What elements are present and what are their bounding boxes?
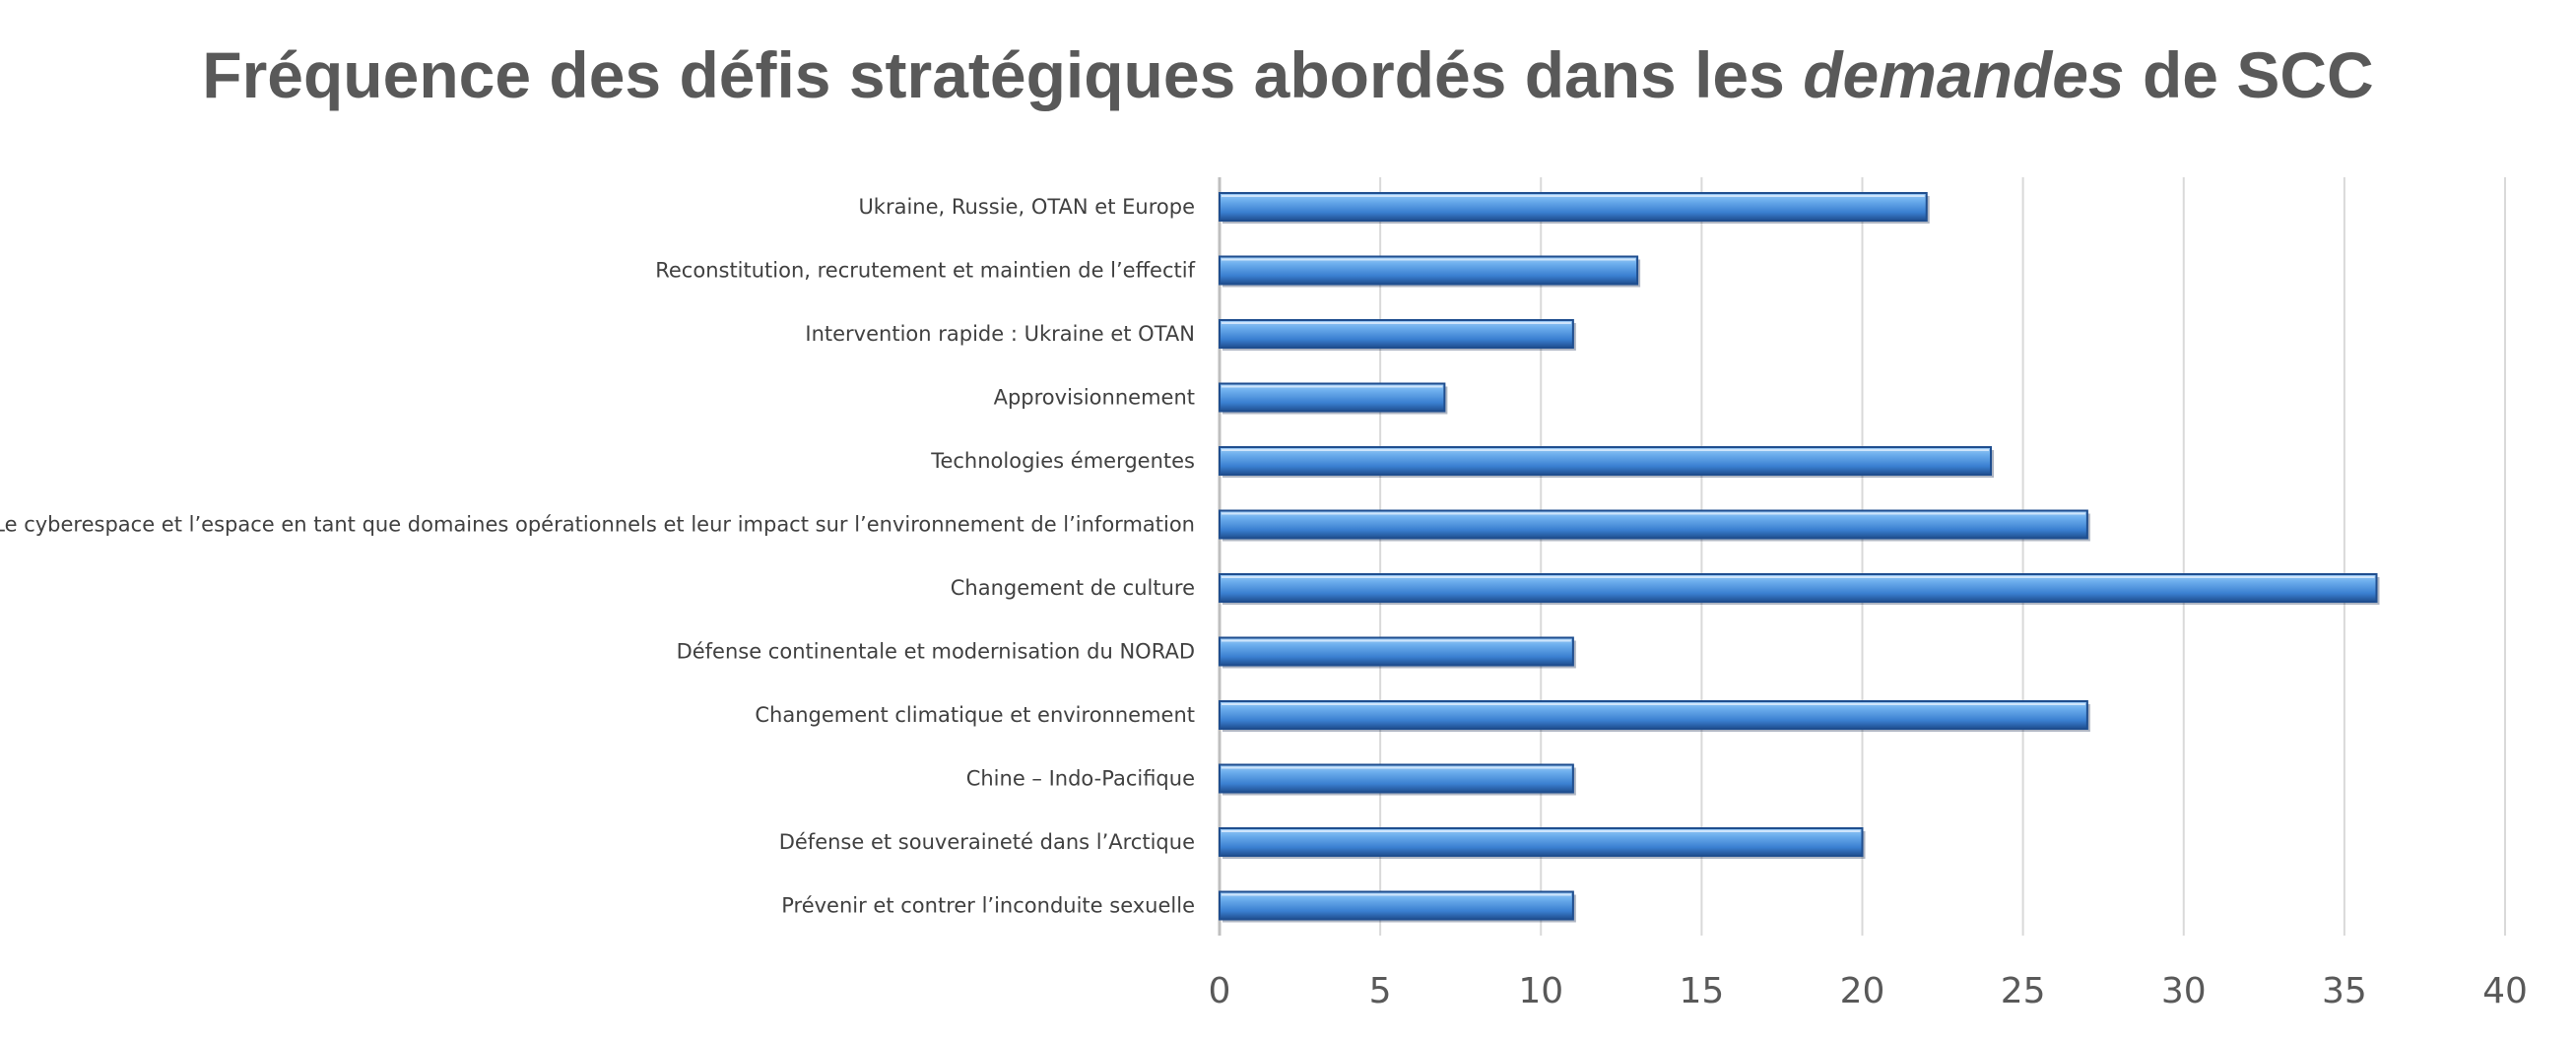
category-label: Défense et souveraineté dans l’Arctique (779, 830, 1195, 854)
category-label: Chine – Indo-Pacifique (966, 767, 1195, 791)
x-tick-label: 40 (2482, 971, 2528, 1011)
chart-title-suffix: de SCC (2124, 38, 2374, 111)
bar-group (1219, 319, 1576, 351)
bar (1219, 573, 2378, 603)
category-label: Changement climatique et environnement (755, 703, 1195, 727)
bar-group (1219, 446, 1994, 478)
category-label: Approvisionnement (994, 386, 1195, 410)
bar (1219, 763, 1574, 794)
bar-group (1219, 827, 1866, 859)
bar-group (1219, 509, 2090, 542)
bar-group (1219, 192, 1930, 224)
category-label: Ukraine, Russie, OTAN et Europe (858, 195, 1195, 219)
category-label: Technologies émergentes (930, 449, 1195, 473)
bar (1219, 382, 1446, 413)
x-tick-label: 10 (1518, 971, 1563, 1011)
category-label: Le cyberespace et l’espace en tant que d… (0, 513, 1195, 537)
bar-group (1219, 700, 2090, 732)
bar (1219, 636, 1574, 667)
bar (1219, 509, 2088, 540)
x-tick-label: 20 (1840, 971, 1885, 1011)
category-label: Changement de culture (951, 576, 1195, 600)
grid-layer (1218, 177, 2506, 936)
x-tick-label: 0 (1209, 971, 1231, 1011)
category-label: Prévenir et contrer l’inconduite sexuell… (781, 894, 1195, 918)
bar-group (1219, 573, 2380, 605)
chart-title-italic: demandes (1803, 38, 2125, 111)
bar (1219, 192, 1928, 222)
bar (1219, 255, 1639, 286)
bar-group (1219, 255, 1641, 288)
bar (1219, 700, 2088, 730)
bar (1219, 890, 1574, 921)
bar (1219, 319, 1574, 349)
x-tick-label: 25 (2001, 971, 2046, 1011)
bar-group (1219, 382, 1448, 415)
category-labels: Ukraine, Russie, OTAN et Europe Reconstit… (0, 195, 1196, 918)
bar (1219, 827, 1864, 857)
bar-group (1219, 890, 1576, 923)
x-tick-label: 35 (2322, 971, 2367, 1011)
x-axis-ticks: 0 5 10 15 20 25 30 35 40 (1209, 971, 2528, 1011)
category-label: Reconstitution, recrutement et maintien … (655, 259, 1195, 283)
bar (1219, 446, 1992, 476)
x-tick-label: 15 (1679, 971, 1724, 1011)
x-tick-label: 5 (1369, 971, 1392, 1011)
chart-title-text: Fréquence des défis stratégiques abordés… (202, 38, 1804, 111)
category-label: Défense continentale et modernisation du… (677, 640, 1195, 664)
chart-title: Fréquence des défis stratégiques abordés… (0, 37, 2576, 112)
bar-group (1219, 763, 1576, 796)
bars-layer (1219, 192, 2380, 923)
bar-group (1219, 636, 1576, 669)
x-tick-label: 30 (2161, 971, 2207, 1011)
category-label: Intervention rapide : Ukraine et OTAN (805, 322, 1195, 346)
